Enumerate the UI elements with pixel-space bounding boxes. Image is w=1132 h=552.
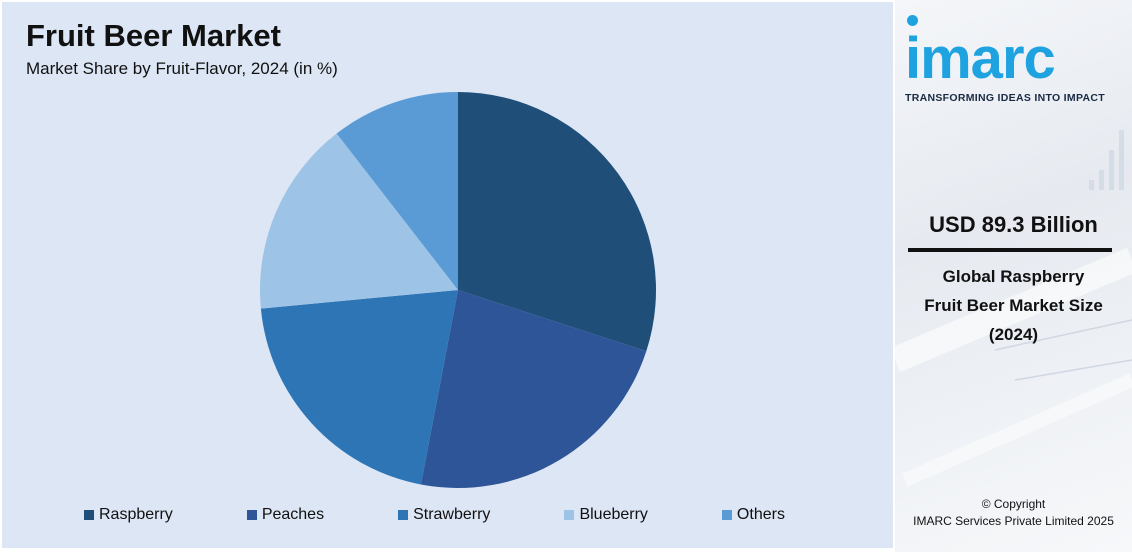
background-graph-decoration [895,130,1132,487]
legend-item-raspberry: Raspberry [84,506,173,524]
chart-panel: Fruit Beer Market Market Share by Fruit-… [2,2,893,548]
legend-swatch [564,510,575,520]
copyright-line: IMARC Services Private Limited 2025 [913,514,1114,528]
market-description: Global Raspberry Fruit Beer Market Size … [895,262,1132,349]
legend: Raspberry Peaches Strawberry Blueberry Other… [84,505,844,525]
logo-tagline: TRANSFORMING IDEAS INTO IMPACT [905,92,1105,104]
legend-swatch [721,510,732,520]
legend-swatch [84,510,94,520]
value-divider [908,248,1112,252]
market-description-line: (2024) [988,325,1039,344]
side-panel: imarc TRANSFORMING IDEAS INTO IMPACT USD… [895,0,1132,552]
pie-slice-peaches [420,290,647,488]
pie-slice-blueberry [259,133,458,309]
pie-slice-raspberry [458,92,657,352]
chart-subtitle: Market Share by Fruit-Flavor, 2024 (in %… [26,59,338,78]
market-description-line: Fruit Beer Market Size [924,296,1103,315]
legend-item-peaches: Peaches [246,506,325,524]
legend-label: Raspberry [99,506,173,523]
legend-item-others: Others [721,506,785,524]
pie-slice-strawberry [260,290,458,485]
copyright-line: © Copyright [981,497,1046,511]
pie-chart [259,92,657,488]
market-description-line: Global Raspberry [942,267,1085,286]
chart-title: Fruit Beer Market [26,18,281,53]
legend-label: Blueberry [579,506,648,523]
legend-swatch [246,510,257,520]
legend-label: Peaches [261,506,325,523]
legend-label: Strawberry [413,506,491,523]
legend-label: Others [736,506,785,523]
market-value: USD 89.3 Billion [929,212,1098,237]
pie-slice-others [336,92,458,290]
legend-swatch [398,510,409,520]
legend-item-blueberry: Blueberry [564,506,648,524]
logo: imarc [905,26,1056,91]
logo-dot-icon [907,15,918,26]
legend-item-strawberry: Strawberry [398,506,490,524]
copyright: © Copyright IMARC Services Private Limit… [895,496,1132,530]
